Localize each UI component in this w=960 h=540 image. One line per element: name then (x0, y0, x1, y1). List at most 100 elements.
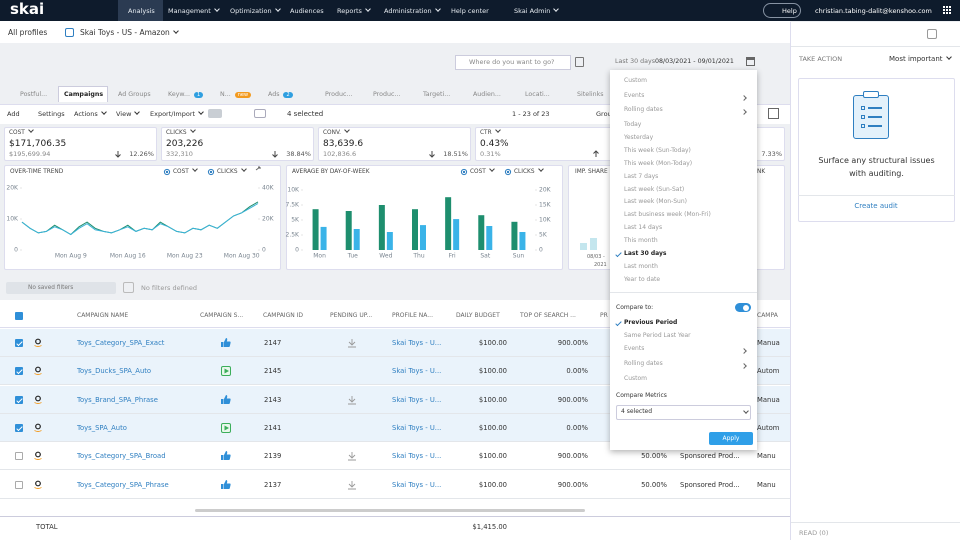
menu-item[interactable]: Last month (624, 262, 658, 272)
menu-item-text[interactable]: This week (Sun-Today) (624, 147, 691, 154)
legend-entry[interactable]: COST (173, 166, 198, 177)
profile-name-text[interactable]: Skai Toys - U... (392, 367, 442, 375)
nav-item[interactable]: Help center (451, 6, 489, 16)
tab[interactable]: N... new (220, 90, 252, 100)
profile-name[interactable]: Skai Toys - U... (392, 451, 441, 461)
range-name[interactable]: Last 30 days (615, 57, 655, 67)
nav-item-text[interactable]: Help center (451, 7, 489, 15)
side-sort-text[interactable]: Most important (889, 55, 943, 63)
tab[interactable]: Campaigns (64, 90, 103, 100)
menu-item-text[interactable]: Custom (624, 77, 647, 84)
tab[interactable]: Produc... (325, 90, 352, 100)
kpi-name[interactable]: CTR (480, 127, 501, 138)
nav-item[interactable]: Administration (384, 6, 441, 16)
search-box[interactable] (455, 55, 571, 70)
menu-item[interactable]: This week (Mon-Today) (624, 159, 692, 169)
menu-item-text[interactable]: Events (624, 92, 645, 99)
range-name-text[interactable]: Last 30 days (615, 58, 655, 65)
column-header-text[interactable]: CAMPAIGN NAME (77, 312, 129, 319)
nav-item-text[interactable]: Analysis (128, 7, 155, 15)
create-audit[interactable]: Create audit (854, 201, 897, 211)
menu-item-text[interactable]: Year to date (624, 276, 661, 283)
nav-item[interactable]: Reports (337, 6, 371, 16)
nav-item-text[interactable]: Reports (337, 7, 362, 15)
tab[interactable]: Locati... (525, 90, 550, 100)
nav-item-text[interactable]: Optimization (230, 7, 272, 15)
column-header-text[interactable]: DAILY BUDGET (456, 312, 500, 319)
compare-item[interactable]: Events (624, 344, 644, 354)
breadcrumb-root-text[interactable]: All profiles (8, 28, 48, 37)
menu-item[interactable]: Last 7 days (624, 172, 658, 182)
nav-item-text[interactable]: Audiences (290, 7, 324, 15)
menu-item-text[interactable]: Yesterday (624, 134, 654, 141)
profile-name-text[interactable]: Skai Toys - U... (392, 339, 442, 347)
compare-item-text[interactable]: Previous Period (624, 319, 678, 326)
menu-item-text[interactable]: Last business week (Mon-Fri) (624, 211, 711, 218)
campaign-name[interactable]: Toys_SPA_Auto (77, 423, 127, 433)
user-menu[interactable]: christian.tabing-dalit@kenshoo.com (815, 6, 932, 16)
row-checkbox[interactable] (15, 481, 23, 489)
column-header-text[interactable]: TOP OF SEARCH ... (520, 312, 576, 319)
kpi-name-text[interactable]: COST (9, 130, 25, 136)
menu-item-text[interactable]: Last 30 days (624, 250, 667, 257)
tab[interactable]: Audien... (473, 90, 501, 100)
menu-item[interactable]: Events (624, 91, 644, 101)
campaign-name-text[interactable]: Toys_Category_SPA_Broad (77, 452, 166, 460)
profile-name-text[interactable]: Skai Toys - U... (392, 481, 442, 489)
apply-label[interactable]: Apply (723, 434, 740, 444)
compare-item[interactable]: Rolling dates (624, 359, 663, 369)
menu-item[interactable]: Yesterday (624, 133, 653, 143)
header-checkbox[interactable] (15, 312, 23, 320)
menu-item[interactable]: Custom (624, 76, 647, 86)
tab-text[interactable]: Ads (268, 91, 280, 98)
range-dates[interactable]: 08/03/2021 - 09/01/2021 (655, 57, 734, 67)
toolbar-button-text[interactable]: Export/Import (150, 110, 196, 118)
column-header-text[interactable]: CAMPAIGN S... (200, 312, 244, 319)
campaign-name-text[interactable]: Toys_Ducks_SPA_Auto (77, 367, 152, 375)
tab[interactable]: Ad Groups (118, 90, 151, 100)
menu-item[interactable]: This week (Sun-Today) (624, 146, 691, 156)
menu-item-text[interactable]: Last 7 days (624, 173, 659, 180)
group-by-text[interactable]: Grou (596, 110, 612, 118)
menu-item[interactable]: Last week (Sun-Sat) (624, 185, 684, 195)
toolbar-button-text[interactable]: View (116, 110, 132, 118)
profile-name[interactable]: Skai Toys - U... (392, 338, 441, 348)
menu-item[interactable]: Last week (Mon-Sun) (624, 197, 687, 207)
tab[interactable]: Produc... (373, 90, 400, 100)
campaign-name-text[interactable]: Toys_Category_SPA_Phrase (77, 481, 169, 489)
menu-item[interactable]: Rolling dates (624, 105, 663, 115)
create-audit-text[interactable]: Create audit (854, 202, 898, 210)
breadcrumb-profile[interactable]: Skai Toys - US - Amazon (80, 28, 179, 38)
tab-text[interactable]: Produc... (325, 91, 353, 98)
menu-item[interactable]: Today (624, 120, 641, 130)
column-header[interactable]: TOP OF SEARCH ... (520, 311, 576, 321)
compare-item[interactable]: Custom (624, 374, 647, 384)
row-checkbox[interactable] (15, 396, 23, 404)
compare-item[interactable]: Same Period Last Year (624, 331, 691, 341)
nav-item-text[interactable]: Management (168, 7, 211, 15)
menu-item-text[interactable]: Last 14 days (624, 224, 663, 231)
read-count-text[interactable]: READ (0) (799, 529, 829, 537)
sep-icon[interactable] (254, 109, 266, 118)
row-checkbox[interactable] (15, 339, 23, 347)
user-menu-text[interactable]: christian.tabing-dalit@kenshoo.com (815, 7, 932, 15)
menu-item-text[interactable]: Last month (624, 263, 658, 270)
breadcrumb-profile-text[interactable]: Skai Toys - US - Amazon (80, 28, 170, 37)
read-count[interactable]: READ (0) (799, 528, 828, 538)
profile-name-text[interactable]: Skai Toys - U... (392, 424, 442, 432)
kpi-name[interactable]: COST (9, 127, 34, 138)
tab-text[interactable]: Audien... (473, 91, 501, 98)
nav-item[interactable]: Audiences (290, 6, 324, 16)
column-header[interactable]: CAMPAIGN ID (263, 311, 303, 321)
toolbar-button[interactable]: Export/Import (150, 109, 204, 119)
column-header[interactable]: CAMPA (757, 311, 778, 321)
column-header-text[interactable]: PR (600, 312, 608, 319)
column-header-text[interactable]: PROFILE NA... (392, 312, 433, 319)
column-header-text[interactable]: CAMPAIGN ID (263, 312, 304, 319)
compare-item-text[interactable]: Same Period Last Year (624, 332, 691, 339)
menu-item[interactable]: This month (624, 236, 658, 246)
metrics-select[interactable] (616, 405, 751, 420)
toolbar-button-text[interactable]: Add (7, 110, 20, 118)
nav-item[interactable]: Optimization (230, 6, 281, 16)
kpi-name-text[interactable]: CONV. (323, 130, 342, 136)
